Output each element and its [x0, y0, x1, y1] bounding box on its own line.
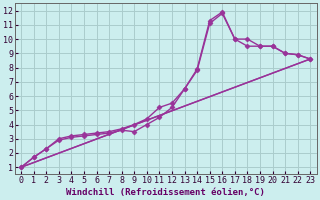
X-axis label: Windchill (Refroidissement éolien,°C): Windchill (Refroidissement éolien,°C)	[66, 188, 265, 197]
